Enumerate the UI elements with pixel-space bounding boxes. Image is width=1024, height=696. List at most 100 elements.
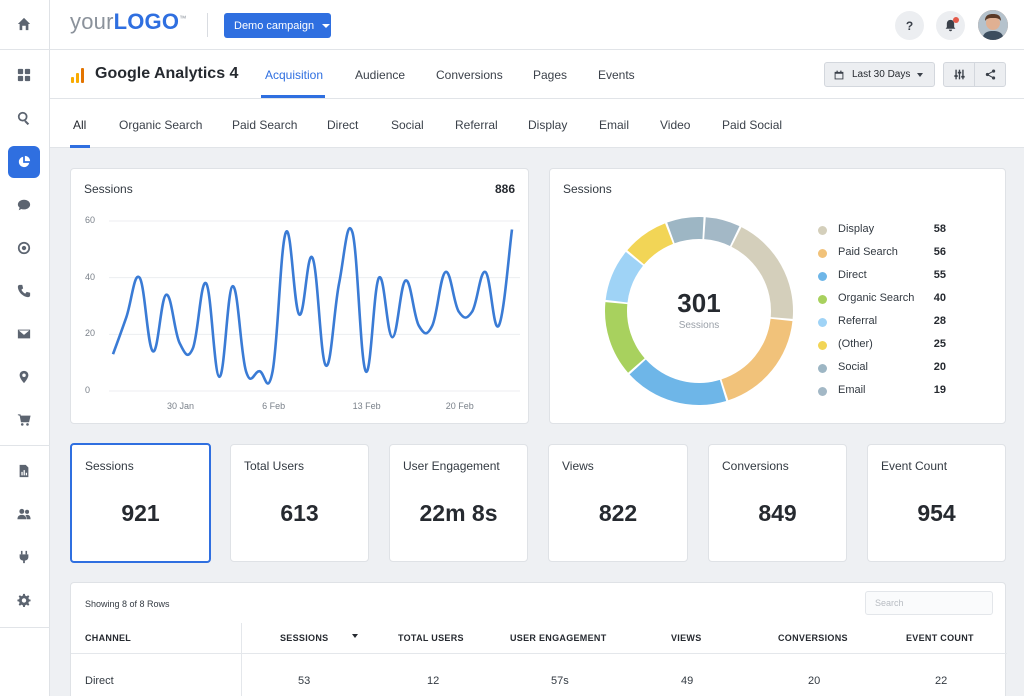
campaign-dropdown[interactable]: Demo campaign — [224, 13, 331, 38]
kpi-total-users[interactable]: Total Users 613 — [230, 444, 369, 562]
kpi-value: 22m 8s — [419, 500, 498, 526]
column-header-event-count[interactable]: EVENT COUNT — [906, 633, 974, 643]
channel-tab-direct[interactable]: Direct — [327, 118, 359, 132]
table-search-input[interactable] — [865, 591, 993, 615]
legend-value: 58 — [933, 223, 946, 235]
kpi-label: User Engagement — [403, 459, 500, 473]
kpi-conversions[interactable]: Conversions 849 — [708, 444, 847, 562]
gear-icon[interactable] — [8, 584, 40, 616]
channel-tab-referral[interactable]: Referral — [455, 118, 498, 132]
channel-tab-paid-search[interactable]: Paid Search — [232, 118, 298, 132]
legend-swatch — [818, 249, 827, 258]
column-header-sessions[interactable]: SESSIONS — [280, 633, 329, 643]
date-range-label: Last 30 Days — [852, 69, 911, 80]
donut-slice-organic-search[interactable] — [605, 302, 645, 373]
legend-item[interactable]: Direct 55 — [818, 268, 946, 286]
donut-slice-email[interactable] — [704, 217, 740, 247]
top-header: yourLOGO™ Demo campaign ? — [50, 0, 1024, 50]
rows-count-info: Showing 8 of 8 Rows — [85, 599, 170, 609]
home-icon[interactable] — [8, 8, 40, 40]
donut-slice-paid-search[interactable] — [721, 318, 793, 401]
kpi-value: 921 — [121, 500, 160, 526]
legend-item[interactable]: Paid Search 56 — [818, 245, 946, 263]
legend-swatch — [818, 387, 827, 396]
channel-tab-video[interactable]: Video — [660, 118, 691, 132]
legend-value: 20 — [933, 361, 946, 373]
column-header-user-engagement[interactable]: USER ENGAGEMENT — [510, 633, 607, 643]
column-divider — [241, 623, 242, 696]
phone-icon[interactable] — [8, 275, 40, 307]
channel-tab-display[interactable]: Display — [528, 118, 568, 132]
column-header-channel[interactable]: CHANNEL — [85, 633, 132, 643]
legend-item[interactable]: Social 20 — [818, 360, 946, 378]
legend-label: Email — [838, 384, 866, 396]
bell-icon — [945, 19, 956, 32]
channel-tab-email[interactable]: Email — [599, 118, 630, 132]
chat-icon[interactable] — [8, 189, 40, 221]
channel-tab-social[interactable]: Social — [391, 118, 424, 132]
line-chart-title: Sessions — [84, 182, 133, 196]
kpi-value: 613 — [280, 500, 319, 526]
legend-item[interactable]: Email 19 — [818, 383, 946, 401]
legend-item[interactable]: Display 58 — [818, 222, 946, 240]
active-tab-indicator — [261, 95, 325, 98]
sort-desc-icon[interactable] — [352, 634, 358, 638]
channel-tabs: All Organic Search Paid Search Direct So… — [50, 99, 1024, 148]
map-pin-icon[interactable] — [8, 361, 40, 393]
kpi-user-engagement[interactable]: User Engagement 22m 8s — [389, 444, 528, 562]
kpi-value: 822 — [598, 500, 638, 526]
mail-icon[interactable] — [8, 318, 40, 350]
column-header-total-users[interactable]: TOTAL USERS — [398, 633, 464, 643]
grid-icon[interactable] — [8, 59, 40, 91]
pie-chart-icon[interactable] — [8, 146, 40, 178]
column-header-views[interactable]: VIEWS — [671, 633, 702, 643]
donut-slice-direct[interactable] — [629, 359, 727, 405]
cart-icon[interactable] — [8, 404, 40, 436]
date-range-dropdown[interactable]: Last 30 Days — [824, 62, 935, 87]
legend-item[interactable]: (Other) 25 — [818, 337, 946, 355]
x-tick-label: 6 Feb — [262, 401, 286, 411]
tab-conversions[interactable]: Conversions — [436, 68, 503, 82]
tab-audience[interactable]: Audience — [355, 68, 406, 82]
help-button[interactable]: ? — [895, 11, 924, 40]
cell-conversions: 20 — [808, 675, 821, 687]
rail-divider — [0, 49, 50, 50]
tab-pages[interactable]: Pages — [533, 68, 568, 82]
search-icon[interactable] — [8, 102, 40, 134]
donut-chart-title: Sessions — [563, 182, 612, 196]
legend-label: Social — [838, 361, 868, 373]
tab-events[interactable]: Events — [598, 68, 635, 82]
google-analytics-icon — [70, 67, 86, 83]
donut-slice-display[interactable] — [731, 227, 793, 319]
filter-button[interactable] — [943, 62, 975, 87]
channel-tab-paid-social[interactable]: Paid Social — [722, 118, 783, 132]
plug-icon[interactable] — [8, 541, 40, 573]
channel-tab-organic-search[interactable]: Organic Search — [119, 118, 203, 132]
target-icon[interactable] — [8, 232, 40, 264]
x-tick-label: 20 Feb — [445, 401, 474, 411]
tab-acquisition[interactable]: Acquisition — [265, 68, 324, 82]
share-button[interactable] — [974, 62, 1006, 87]
legend-label: Display — [838, 223, 875, 235]
brand-logo[interactable]: yourLOGO™ — [70, 9, 186, 35]
report-icon[interactable] — [8, 455, 40, 487]
logo-trademark: ™ — [179, 15, 187, 23]
kpi-event-count[interactable]: Event Count 954 — [867, 444, 1006, 562]
donut-slice-social[interactable] — [667, 217, 704, 244]
donut-slice-other[interactable] — [627, 223, 673, 265]
notifications-button[interactable] — [936, 11, 965, 40]
column-header-conversions[interactable]: CONVERSIONS — [778, 633, 848, 643]
kpi-sessions[interactable]: Sessions 921 — [70, 443, 211, 563]
legend-swatch — [818, 341, 827, 350]
cell-channel: Direct — [85, 675, 114, 687]
donut-slice-referral[interactable] — [605, 251, 643, 303]
users-icon[interactable] — [8, 498, 40, 530]
user-avatar[interactable] — [978, 10, 1008, 40]
legend-item[interactable]: Organic Search 40 — [818, 291, 946, 309]
report-title: Google Analytics 4 — [95, 65, 239, 82]
channel-tab-all[interactable]: All — [73, 118, 87, 132]
legend-value: 28 — [933, 315, 946, 327]
calendar-icon — [834, 70, 844, 79]
legend-item[interactable]: Referral 28 — [818, 314, 946, 332]
kpi-views[interactable]: Views 822 — [548, 444, 688, 562]
